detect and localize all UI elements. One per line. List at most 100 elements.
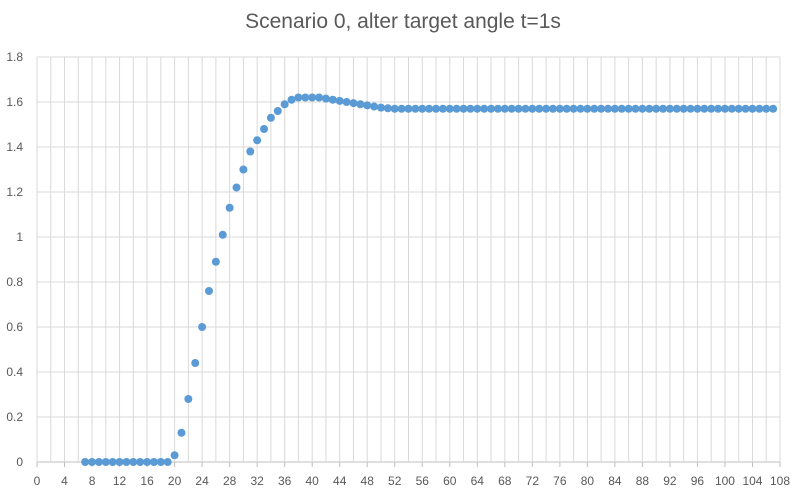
data-point: [769, 104, 778, 113]
data-point: [652, 104, 661, 113]
data-point: [321, 94, 330, 103]
data-point: [583, 104, 592, 113]
y-tick-label: 0.8: [6, 275, 23, 289]
data-point: [390, 104, 399, 113]
x-tick-label: 8: [89, 474, 96, 488]
data-point: [370, 102, 379, 111]
data-point: [191, 359, 200, 367]
data-point: [672, 104, 681, 113]
data-point: [287, 95, 296, 104]
data-point: [748, 104, 757, 113]
x-tick-label: 24: [195, 474, 209, 488]
data-point: [88, 458, 97, 466]
data-point: [143, 458, 152, 466]
data-point: [363, 101, 372, 110]
data-point: [418, 104, 427, 113]
x-tick-label: 28: [223, 474, 237, 488]
data-point: [714, 104, 723, 113]
data-point: [741, 104, 750, 113]
y-tick-label: 1.4: [6, 140, 23, 154]
x-tick-label: 44: [333, 474, 347, 488]
data-point: [273, 107, 282, 115]
y-tick-label: 1.6: [6, 95, 23, 109]
data-point: [521, 104, 530, 113]
data-point: [610, 104, 619, 113]
data-point: [604, 104, 613, 113]
data-point: [720, 104, 729, 113]
x-tick-label: 16: [140, 474, 154, 488]
data-point: [514, 104, 523, 113]
data-point: [762, 104, 771, 113]
data-point: [679, 104, 688, 113]
data-point: [356, 100, 365, 109]
data-point: [349, 99, 358, 108]
x-tick-label: 4: [61, 474, 68, 488]
x-tick-label: 96: [691, 474, 705, 488]
x-tick-label: 100: [715, 474, 735, 488]
data-point: [404, 104, 413, 113]
data-point: [659, 104, 668, 113]
data-point: [631, 104, 640, 113]
data-point: [425, 104, 434, 113]
data-point: [480, 104, 489, 113]
data-point: [383, 104, 392, 113]
data-point: [590, 104, 599, 113]
data-point: [638, 104, 647, 113]
x-tick-label: 40: [306, 474, 320, 488]
data-point: [542, 104, 551, 113]
data-point: [280, 100, 289, 109]
x-tick-label: 104: [742, 474, 762, 488]
data-point: [101, 458, 110, 466]
data-point: [218, 230, 227, 239]
y-tick-label: 1.8: [6, 50, 23, 64]
data-point: [693, 104, 702, 113]
x-tick-label: 76: [553, 474, 567, 488]
chart-title: Scenario 0, alter target angle t=1s: [245, 10, 561, 33]
x-tick-label: 0: [34, 474, 41, 488]
data-point: [617, 104, 626, 113]
x-tick-label: 84: [608, 474, 622, 488]
data-point: [136, 458, 145, 466]
x-tick-label: 32: [250, 474, 264, 488]
data-point: [156, 458, 165, 466]
data-point: [734, 104, 743, 113]
x-tick-label: 12: [113, 474, 127, 488]
data-point: [562, 104, 571, 113]
x-tick-label: 52: [388, 474, 402, 488]
data-point: [308, 93, 317, 102]
data-point: [163, 458, 172, 466]
x-tick-label: 80: [581, 474, 595, 488]
data-point: [528, 104, 537, 113]
x-tick-label: 88: [636, 474, 650, 488]
x-tick-label: 20: [168, 474, 182, 488]
data-point: [487, 104, 496, 113]
data-point: [686, 104, 695, 113]
data-point: [328, 95, 337, 104]
data-point: [576, 104, 585, 113]
data-point: [493, 104, 502, 113]
data-point: [108, 458, 117, 466]
data-point: [232, 183, 241, 192]
x-tick-label: 68: [498, 474, 512, 488]
data-point: [507, 104, 516, 113]
data-point: [122, 458, 131, 466]
data-point: [452, 104, 461, 113]
data-point: [81, 458, 90, 466]
x-tick-label: 56: [416, 474, 430, 488]
data-point: [204, 287, 213, 295]
y-tick-label: 0.2: [6, 410, 23, 424]
data-point: [177, 428, 186, 437]
data-point: [500, 104, 509, 113]
data-point: [535, 104, 544, 113]
data-point: [397, 104, 406, 113]
x-tick-label: 48: [361, 474, 375, 488]
data-point: [301, 93, 310, 102]
data-point: [665, 104, 674, 113]
data-point: [597, 104, 606, 113]
y-tick-label: 0.4: [6, 365, 23, 379]
x-tick-label: 92: [663, 474, 677, 488]
data-point: [253, 136, 262, 145]
data-point: [459, 104, 468, 113]
data-point: [239, 165, 248, 174]
